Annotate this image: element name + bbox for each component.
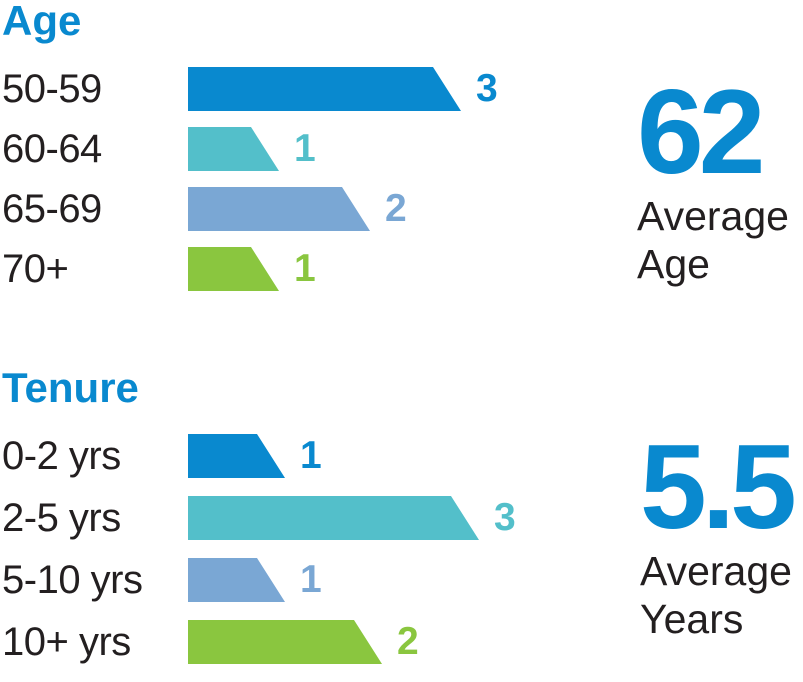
average-years-caption: Average Years (640, 547, 792, 643)
category-label-70plus: 70+ (2, 246, 69, 291)
value-label-0-2-yrs: 1 (300, 434, 322, 477)
tenure-chart-title: Tenure (2, 364, 139, 411)
bar-row-70plus: 70+ 1 (2, 247, 637, 291)
value-label-5-10-yrs: 1 (300, 558, 322, 601)
category-label-50-59: 50-59 (2, 66, 102, 111)
value-label-65-69: 2 (385, 187, 407, 230)
category-label-65-69: 65-69 (2, 186, 102, 231)
age-chart-title: Age (2, 0, 82, 44)
bar-60-64 (188, 127, 279, 171)
average-years-caption-line1: Average (640, 548, 792, 594)
age-chart: Age 50-59 3 60-64 1 65-69 2 70+ 1 (2, 0, 637, 307)
average-years-stat: 5.5 Average Years (640, 420, 797, 643)
bar-row-60-64: 60-64 1 (2, 127, 637, 171)
category-label-0-2-yrs: 0-2 yrs (2, 433, 121, 478)
tenure-chart: Tenure 0-2 yrs 1 2-5 yrs 3 5-10 yrs 1 10… (2, 367, 637, 682)
bar-2-5-yrs (188, 496, 479, 540)
average-age-value: 62 (637, 65, 765, 199)
bar-row-10plus-yrs: 10+ yrs 2 (2, 620, 637, 664)
bar-70plus (188, 247, 279, 291)
average-age-stat: 62 Average Age (637, 72, 789, 288)
bar-10plus-yrs (188, 620, 382, 664)
value-label-50-59: 3 (476, 67, 498, 110)
bar-row-50-59: 50-59 3 (2, 67, 637, 111)
average-years-caption-line2: Years (640, 596, 744, 642)
bar-5-10-yrs (188, 558, 285, 602)
category-label-10plus-yrs: 10+ yrs (2, 619, 131, 664)
bar-row-0-2-yrs: 0-2 yrs 1 (2, 434, 637, 478)
average-years-value: 5.5 (640, 420, 797, 554)
average-age-caption-line2: Age (637, 241, 710, 287)
category-label-2-5-yrs: 2-5 yrs (2, 495, 121, 540)
value-label-60-64: 1 (294, 127, 316, 170)
bar-row-65-69: 65-69 2 (2, 187, 637, 231)
bar-row-2-5-yrs: 2-5 yrs 3 (2, 496, 637, 540)
bar-row-5-10-yrs: 5-10 yrs 1 (2, 558, 637, 602)
category-label-60-64: 60-64 (2, 126, 102, 171)
average-age-caption: Average Age (637, 192, 789, 288)
category-label-5-10-yrs: 5-10 yrs (2, 557, 143, 602)
bar-65-69 (188, 187, 370, 231)
value-label-2-5-yrs: 3 (494, 496, 516, 539)
value-label-70plus: 1 (294, 247, 316, 290)
bar-50-59 (188, 67, 461, 111)
bar-0-2-yrs (188, 434, 285, 478)
average-age-caption-line1: Average (637, 193, 789, 239)
value-label-10plus-yrs: 2 (397, 620, 419, 663)
